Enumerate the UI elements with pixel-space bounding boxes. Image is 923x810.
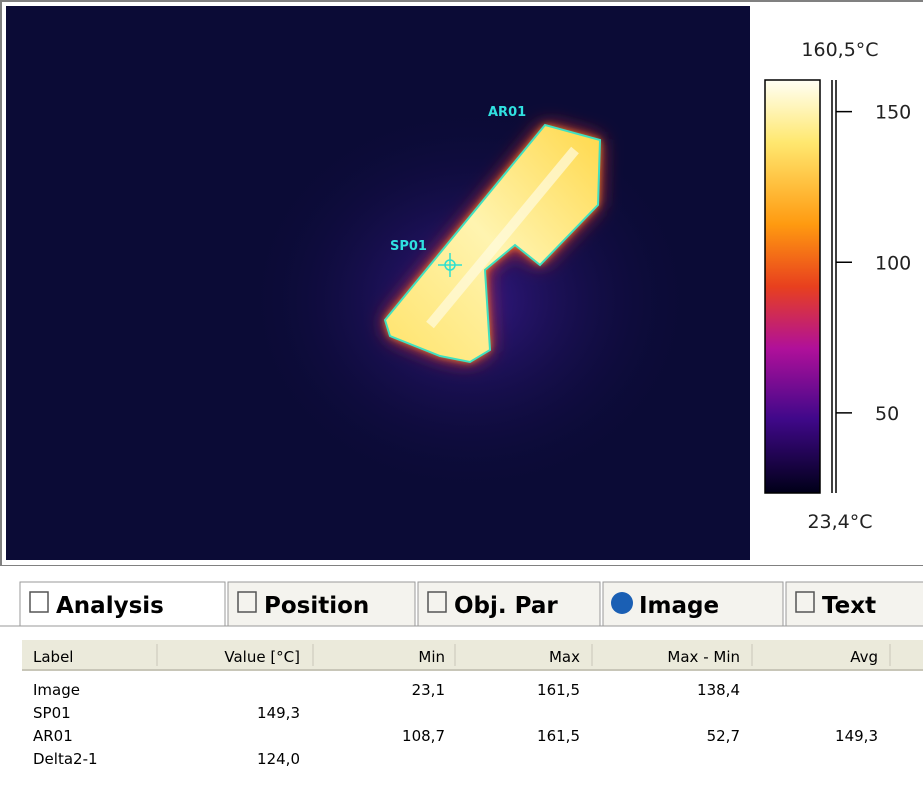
tab-label[interactable]: Text	[822, 593, 876, 619]
spot-label: SP01	[390, 239, 427, 254]
column-header: Max - Min	[667, 648, 740, 666]
table-cell: 108,7	[402, 727, 445, 745]
tab-label[interactable]: Position	[264, 593, 369, 619]
page: AR01 SP01 160,5°C 23,4°C 150 100 50 Analys…	[0, 0, 923, 810]
color-bar	[765, 80, 820, 493]
frame	[0, 0, 923, 2]
frame	[0, 0, 2, 565]
scale-tick-label: 100	[875, 252, 911, 274]
area-label: AR01	[488, 105, 526, 120]
table-cell: 138,4	[697, 681, 740, 699]
column-header: Value [°C]	[224, 648, 300, 666]
scale-tick-label: 150	[875, 102, 911, 124]
frame	[0, 565, 923, 566]
table-cell: 161,5	[537, 681, 580, 699]
tab-label[interactable]: Obj. Par	[454, 593, 558, 619]
column-header: Min	[418, 648, 445, 666]
table-cell: 149,3	[257, 704, 300, 722]
scale-min-label: 23,4°C	[807, 511, 872, 533]
table-cell: Image	[33, 681, 80, 699]
table-cell: 161,5	[537, 727, 580, 745]
thermal-viewer: AR01 SP01 160,5°C 23,4°C 150 100 50 Analys…	[0, 0, 923, 810]
scale-tick-label: 50	[875, 403, 899, 425]
table-cell: 23,1	[412, 681, 445, 699]
column-header: Max	[549, 648, 580, 666]
table-cell: Delta2-1	[33, 750, 98, 768]
column-header: Avg	[850, 648, 878, 666]
table-cell: 149,3	[835, 727, 878, 745]
table-cell: SP01	[33, 704, 71, 722]
tab-icon	[611, 592, 633, 614]
table-cell: 124,0	[257, 750, 300, 768]
tab-label[interactable]: Analysis	[56, 593, 164, 619]
tab-label[interactable]: Image	[639, 593, 719, 619]
scale-max-label: 160,5°C	[801, 39, 878, 61]
table-cell: 52,7	[707, 727, 740, 745]
column-header: Label	[33, 648, 73, 666]
table-cell: AR01	[33, 727, 73, 745]
